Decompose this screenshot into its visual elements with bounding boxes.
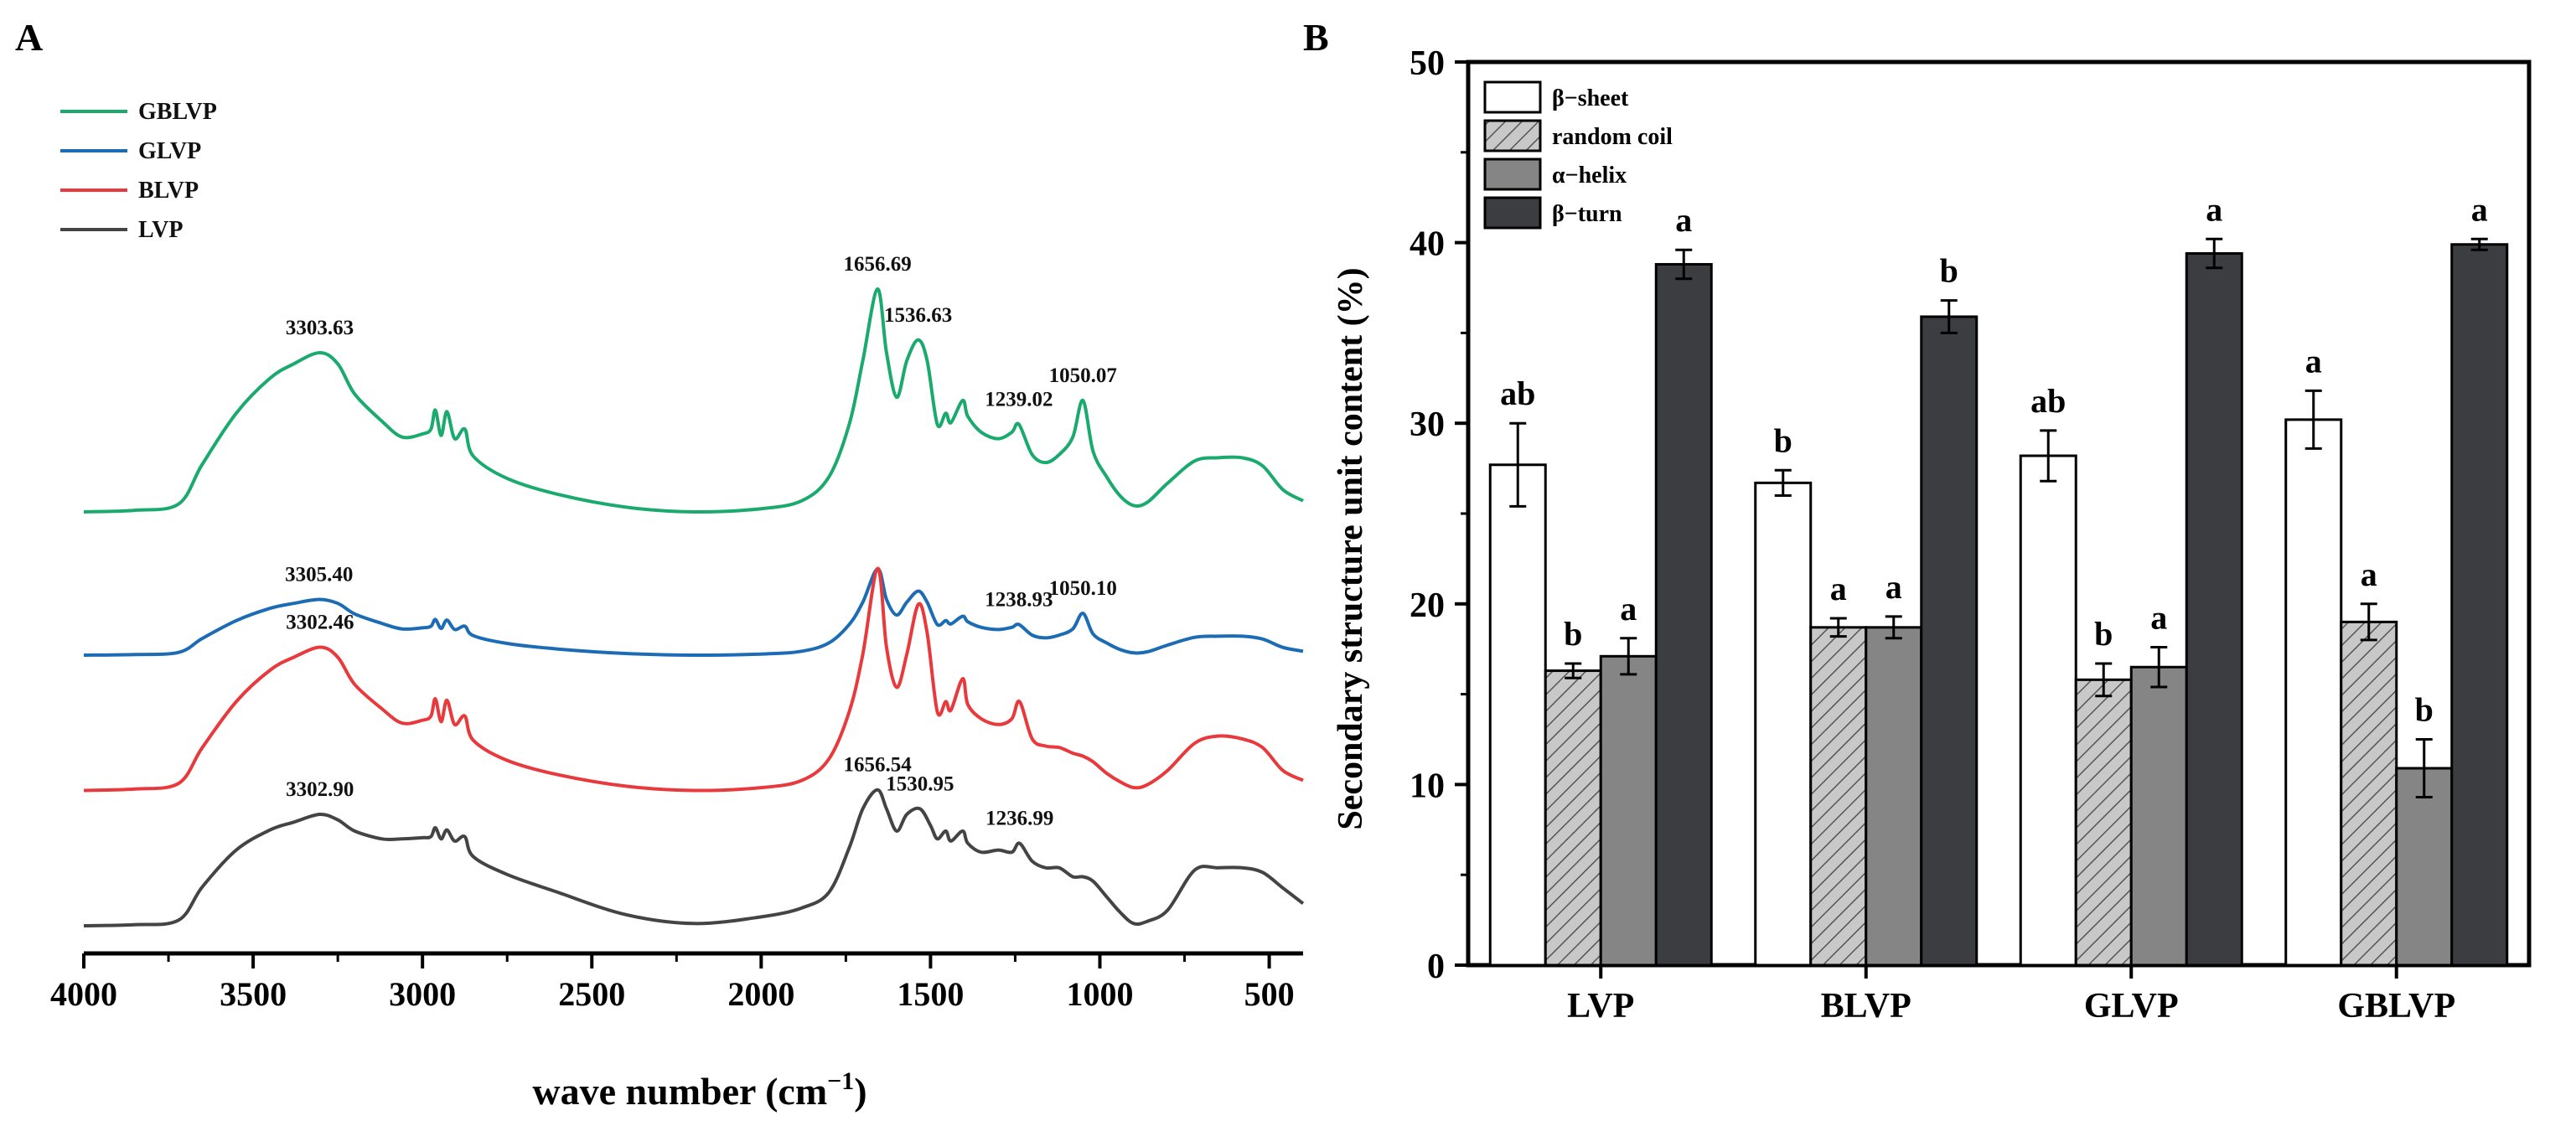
bar-blvp-turn — [1920, 315, 1979, 967]
y-tick-label-0: 0 — [1427, 948, 1445, 986]
significance-letter-gblvp-random-coil: a — [2361, 555, 2377, 593]
y-tick-label-30: 30 — [1410, 405, 1445, 444]
peak-label-lvp-1656-54: 1656.54 — [844, 754, 913, 777]
peak-label-glvp-1050-10: 1050.10 — [1049, 577, 1117, 600]
peak-label-glvp-1238-93: 1238.93 — [985, 588, 1053, 611]
bar-glvp-sheet — [2019, 454, 2077, 967]
peak-label-gblvp-1656-69: 1656.69 — [843, 253, 911, 276]
x-axis-label-main: wave number (cm — [532, 1070, 827, 1113]
x-tick-label-1500: 1500 — [897, 975, 964, 1013]
x-tick-label-gblvp: GBLVP — [2337, 987, 2455, 1025]
significance-letter-blvp-random-coil: a — [1830, 570, 1847, 607]
significance-letter-lvp-turn: a — [1675, 201, 1692, 239]
panel-a: A 3303.631656.691536.631239.021050.07330… — [15, 16, 1305, 1113]
significance-letter-gblvp-turn: a — [2471, 190, 2488, 228]
significance-letter-lvp-sheet: ab — [1500, 374, 1535, 412]
panel-b-label: B — [1303, 16, 1329, 59]
x-tick-label-lvp: LVP — [1567, 987, 1634, 1025]
bar-lvp-random-coil — [1544, 669, 1602, 967]
peak-label-gblvp-1239-02: 1239.02 — [985, 389, 1053, 411]
bar-gblvp-random-coil — [2340, 620, 2398, 967]
bar-glvp-helix — [2129, 665, 2188, 967]
significance-letter-lvp-helix: a — [1620, 590, 1637, 628]
y-tick-label-20: 20 — [1410, 586, 1445, 625]
x-tick-label-3500: 3500 — [220, 975, 287, 1013]
legend-swatch-turn — [1483, 196, 1542, 230]
y-tick-label-50: 50 — [1410, 44, 1445, 83]
legend-swatch-helix — [1483, 158, 1542, 191]
panel-a-series-group — [83, 287, 1305, 927]
legend-label-blvp: BLVP — [138, 178, 199, 204]
spectrum-line-glvp — [83, 566, 1304, 658]
bar-lvp-helix — [1599, 654, 1658, 967]
x-tick-label-500: 500 — [1244, 975, 1295, 1013]
significance-letter-blvp-sheet: b — [1774, 421, 1792, 459]
significance-letter-glvp-helix: a — [2150, 599, 2167, 637]
x-tick-label-3000: 3000 — [389, 975, 456, 1013]
spectrum-line-gblvp — [83, 287, 1304, 514]
panel-b-legend: β−sheet random coil α−helix β−turn — [1483, 80, 1673, 230]
legend-label-gblvp: GBLVP — [138, 99, 217, 125]
x-axis-label-superscript: −1 — [827, 1067, 854, 1095]
x-tick-label-1000: 1000 — [1067, 975, 1134, 1013]
x-tick-label-4000: 4000 — [50, 975, 117, 1013]
bar-glvp-turn — [2185, 252, 2243, 967]
bar-lvp-sheet — [1488, 463, 1547, 967]
peak-label-gblvp-3303-63: 3303.63 — [286, 317, 354, 339]
legend-label-turn: β−turn — [1552, 201, 1622, 227]
significance-letter-blvp-helix: a — [1885, 568, 1902, 606]
peak-label-blvp-3302-46: 3302.46 — [286, 612, 354, 634]
legend-label-random-coil: random coil — [1552, 124, 1673, 150]
significance-letter-glvp-sheet: ab — [2030, 382, 2066, 420]
significance-letter-lvp-random-coil: b — [1564, 615, 1582, 653]
bar-blvp-helix — [1865, 626, 1923, 967]
peak-label-lvp-1530-95: 1530.95 — [886, 772, 954, 795]
significance-letter-glvp-random-coil: b — [2094, 615, 2113, 653]
significance-letter-gblvp-helix: b — [2415, 691, 2434, 729]
bar-blvp-random-coil — [1809, 626, 1868, 967]
legend-label-lvp: LVP — [138, 217, 183, 243]
significance-letter-blvp-turn: b — [1940, 252, 1958, 290]
x-tick-label-glvp: GLVP — [2084, 987, 2179, 1025]
bar-glvp-random-coil — [2074, 678, 2133, 967]
significance-letter-gblvp-sheet: a — [2305, 342, 2322, 380]
panel-a-label: A — [15, 16, 43, 59]
peak-label-lvp-1236-99: 1236.99 — [985, 808, 1053, 830]
peak-label-lvp-3302-90: 3302.90 — [286, 778, 354, 801]
bar-lvp-turn — [1654, 262, 1713, 967]
panel-a-x-axis: 4000 3500 3000 2500 2000 1500 1000 500 — [50, 951, 1303, 1013]
bar-gblvp-turn — [2450, 243, 2509, 967]
x-tick-label-2000: 2000 — [727, 975, 794, 1013]
legend-swatch-random-coil — [1483, 119, 1542, 152]
significance-letter-glvp-turn: a — [2206, 190, 2222, 228]
legend-swatch-sheet — [1483, 80, 1542, 114]
panel-a-x-axis-label: wave number (cm−1) — [532, 1067, 866, 1113]
bar-blvp-sheet — [1754, 481, 1813, 967]
peak-label-gblvp-1536-63: 1536.63 — [884, 304, 952, 327]
peak-label-gblvp-1050-07: 1050.07 — [1049, 364, 1117, 387]
panel-b-frame: 0 10 20 30 40 50 LVP BLVP GLVP GBLVP — [1410, 44, 2532, 1025]
x-axis-label-close: ) — [854, 1070, 866, 1113]
x-tick-label-2500: 2500 — [558, 975, 625, 1013]
spectrum-line-blvp — [83, 566, 1304, 793]
y-tick-label-40: 40 — [1410, 225, 1445, 264]
legend-label-glvp: GLVP — [138, 138, 201, 164]
legend-label-helix: α−helix — [1552, 163, 1627, 189]
panel-b-y-axis-label: Secondary structure unit content (%) — [1332, 267, 1370, 829]
legend-label-sheet: β−sheet — [1552, 85, 1629, 111]
peak-label-glvp-3305-40: 3305.40 — [285, 564, 353, 586]
y-tick-label-10: 10 — [1410, 767, 1445, 805]
bar-gblvp-sheet — [2284, 418, 2343, 967]
panel-a-legend: GBLVP GLVP BLVP LVP — [60, 99, 217, 243]
x-tick-label-blvp: BLVP — [1821, 987, 1911, 1025]
spectrum-line-lvp — [83, 788, 1305, 927]
